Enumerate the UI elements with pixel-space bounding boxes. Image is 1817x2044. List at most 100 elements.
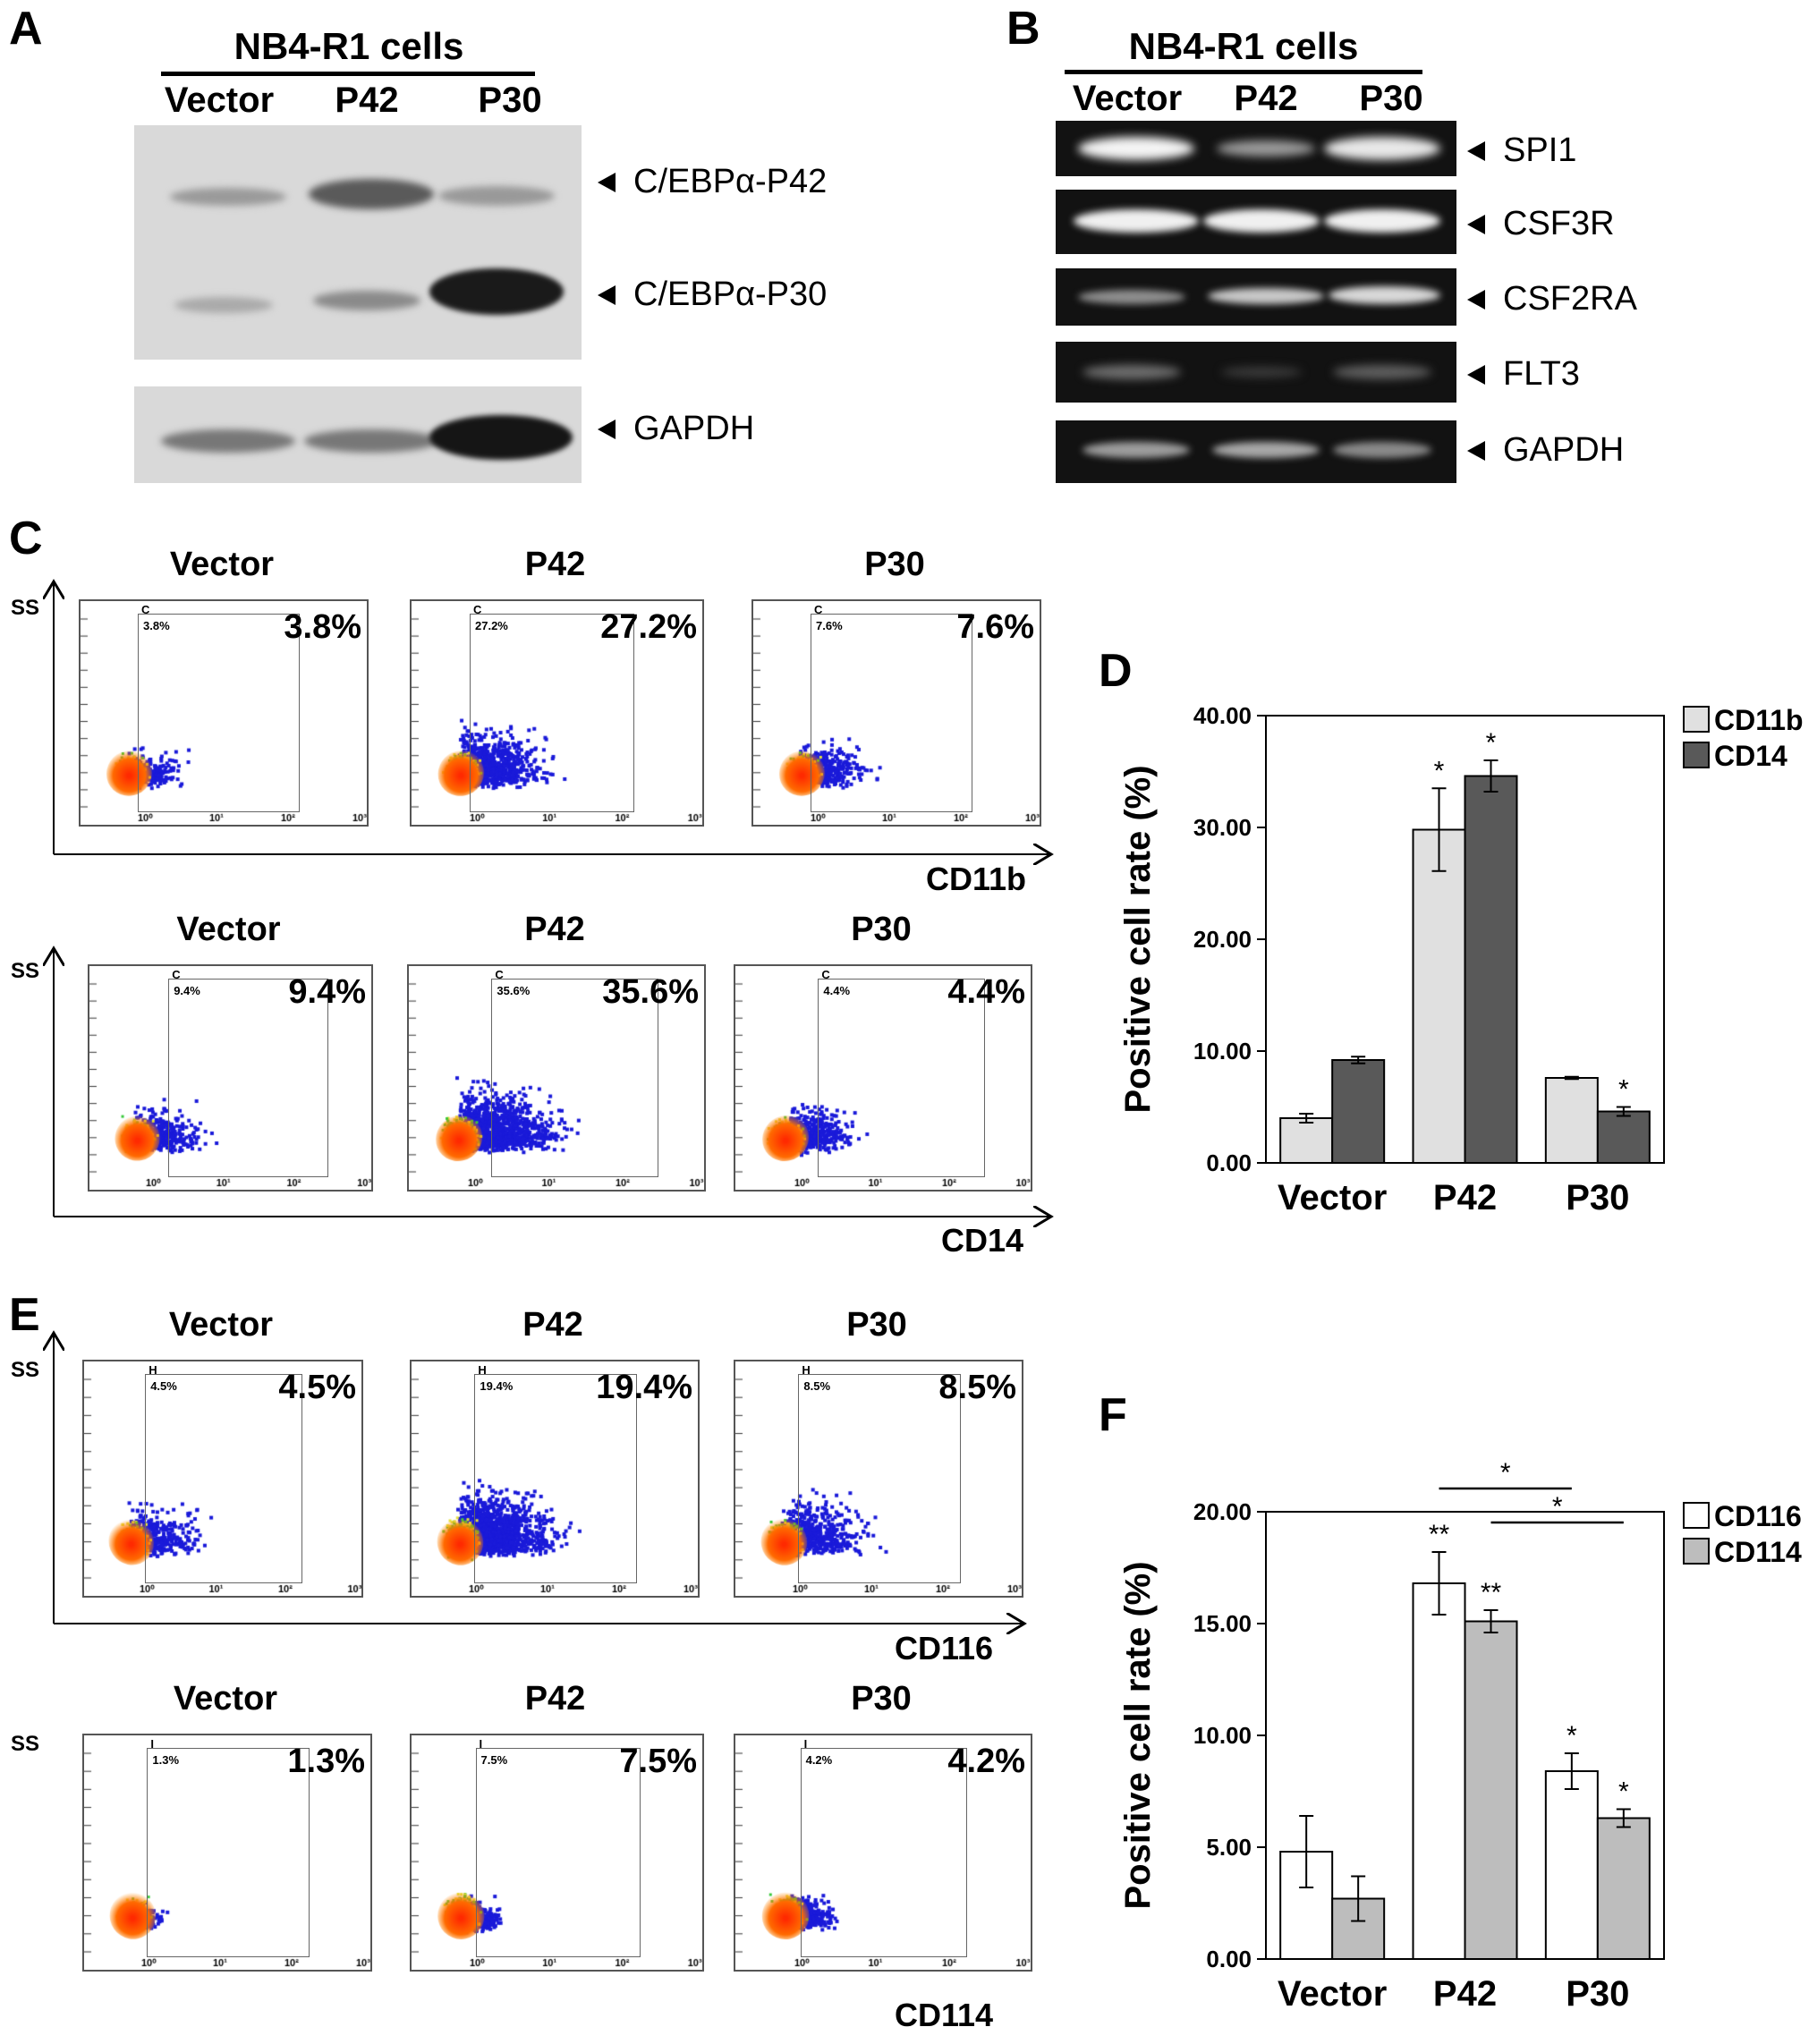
flow-gate-percent-small: 19.4% <box>480 1379 514 1393</box>
flow-plot-dots <box>412 1735 702 1970</box>
flow-gate <box>811 614 973 812</box>
flow-plot-dots <box>753 601 1040 825</box>
flow-plot: C 7.6% 7.6% <box>751 599 1041 827</box>
arrow-icon <box>1467 214 1485 234</box>
legend-swatch <box>1683 1502 1710 1529</box>
flow-gate-percent: 27.2% <box>600 608 697 646</box>
y-tick-label: 0.00 <box>1206 1946 1252 1972</box>
flow-gate-percent: 8.5% <box>938 1369 1016 1406</box>
panel-a-lane-p30: P30 <box>478 81 542 120</box>
flow-gate-letter: C <box>821 968 830 981</box>
flow-gate-percent-small: 8.5% <box>803 1379 831 1393</box>
flow-plot-title: P42 <box>524 911 585 948</box>
flow-gate <box>800 1748 968 1957</box>
flow-plot-title: P30 <box>864 546 925 583</box>
flow-gate <box>475 1748 641 1957</box>
significance-mark: * <box>1618 1777 1629 1807</box>
panel-e-row1-x-axis: CD116 <box>895 1630 994 1667</box>
arrow-icon <box>1467 289 1485 310</box>
flow-gate-percent: 7.5% <box>619 1743 697 1780</box>
flow-gate-letter: H <box>478 1363 487 1377</box>
panel-label-a: A <box>9 3 43 55</box>
flow-plot-dots <box>412 601 702 825</box>
flow-gate-letter: I <box>150 1737 155 1751</box>
panel-label-f: F <box>1099 1389 1127 1441</box>
flow-gate-letter: H <box>149 1363 157 1377</box>
chart-d: 0.00 10.00 20.00 30.00 40.00 Positive cell ra… <box>1118 702 1804 1217</box>
panel-e-row2-y-axis: SS <box>11 1732 40 1756</box>
flow-gate <box>798 1374 961 1583</box>
arrow-icon <box>1467 440 1485 461</box>
gene-label-csf3r: CSF3R <box>1467 205 1615 243</box>
flow-plot: C 35.6% 35.6% <box>407 964 706 1192</box>
panel-b-header-rule <box>1065 70 1422 74</box>
legend-swatch <box>1683 706 1710 733</box>
band-label-cebpa-p30: C/EBPα-P30 <box>598 276 827 314</box>
panel-c-row1-y-axis: SS <box>11 596 40 620</box>
legend-label: CD114 <box>1714 1536 1802 1568</box>
flow-plot-dots <box>84 1361 361 1596</box>
legend-label: CD116 <box>1714 1500 1802 1532</box>
flow-plot-dots <box>89 966 371 1190</box>
flow-plot-title: P42 <box>524 1680 586 1717</box>
flow-plot-dots <box>409 966 704 1190</box>
flow-gate-letter: C <box>473 603 482 616</box>
flow-plot: H 19.4% 19.4% <box>410 1360 700 1598</box>
panel-a-lane-vector: Vector <box>164 81 275 120</box>
legend-label: CD11b <box>1714 704 1804 736</box>
flow-plot-title: Vector <box>173 1680 278 1717</box>
flow-plot-title: P30 <box>851 911 912 948</box>
flow-gate-percent: 35.6% <box>602 973 699 1011</box>
chart-f: 0.00 5.00 10.00 15.00 20.00 Positive cell rat… <box>1118 1458 1802 2014</box>
flow-gate-letter: C <box>495 968 504 981</box>
flow-gate-percent-small: 1.3% <box>152 1753 180 1767</box>
flow-gate <box>474 1374 637 1583</box>
flow-gate <box>470 614 634 812</box>
flow-plot-dots <box>735 1361 1022 1596</box>
bar <box>1412 828 1466 1164</box>
panel-c-row2-y-axis: SS <box>11 959 40 983</box>
flow-gate-percent-small: 3.8% <box>143 619 170 632</box>
flow-plot-dots <box>735 1735 1031 1970</box>
y-tick-label: 10.00 <box>1193 1038 1252 1064</box>
bar <box>1544 1770 1599 1960</box>
gel-csf3r <box>1056 190 1456 254</box>
y-tick-label: 30.00 <box>1193 814 1252 841</box>
flow-plot: I 4.2% 4.2% <box>734 1734 1032 1972</box>
y-tick-label: 0.00 <box>1206 1149 1252 1176</box>
flow-gate-letter: I <box>479 1737 483 1751</box>
flow-gate <box>818 979 986 1177</box>
band-label-gapdh-a: GAPDH <box>598 410 754 448</box>
y-axis-label: Positive cell rate (%) <box>1118 1561 1158 1909</box>
flow-plot: C 3.8% 3.8% <box>79 599 369 827</box>
x-tick-label: P30 <box>1566 1974 1629 2014</box>
flow-gate-percent: 4.4% <box>947 973 1025 1011</box>
panel-b-header: NB4-R1 cells <box>1128 25 1359 67</box>
western-blot-cebpa <box>134 125 582 360</box>
flow-gate <box>145 1374 302 1583</box>
gel-csf2ra <box>1056 268 1456 326</box>
flow-gate-percent-small: 9.4% <box>174 984 200 997</box>
significance-mark: * <box>1618 1075 1629 1105</box>
flow-gate-letter: C <box>141 603 150 616</box>
y-tick-label: 20.00 <box>1193 926 1252 953</box>
significance-mark: * <box>1567 1721 1577 1751</box>
x-tick-label: P42 <box>1433 1974 1497 2014</box>
panel-c-row1-x-axis: CD11b <box>926 861 1027 897</box>
flow-gate-percent-small: 7.5% <box>480 1753 508 1767</box>
y-axis-label: Positive cell rate (%) <box>1118 765 1158 1113</box>
flow-plot: C 9.4% 9.4% <box>88 964 373 1192</box>
flow-plot-title: Vector <box>169 546 275 583</box>
panel-a-lane-p42: P42 <box>335 81 399 120</box>
bar <box>1279 1117 1334 1164</box>
western-blot-gapdh <box>134 386 582 483</box>
arrow-icon <box>598 172 616 192</box>
bar <box>1331 1059 1386 1164</box>
flow-plot-title: P42 <box>524 546 586 583</box>
significance-mark: ** <box>1481 1578 1502 1607</box>
bar <box>1544 1077 1599 1164</box>
gel-spi1 <box>1056 121 1456 176</box>
flow-gate-percent-small: 4.5% <box>150 1379 177 1393</box>
gene-label-gapdh-b: GAPDH <box>1467 431 1624 470</box>
bar <box>1412 1582 1466 1960</box>
